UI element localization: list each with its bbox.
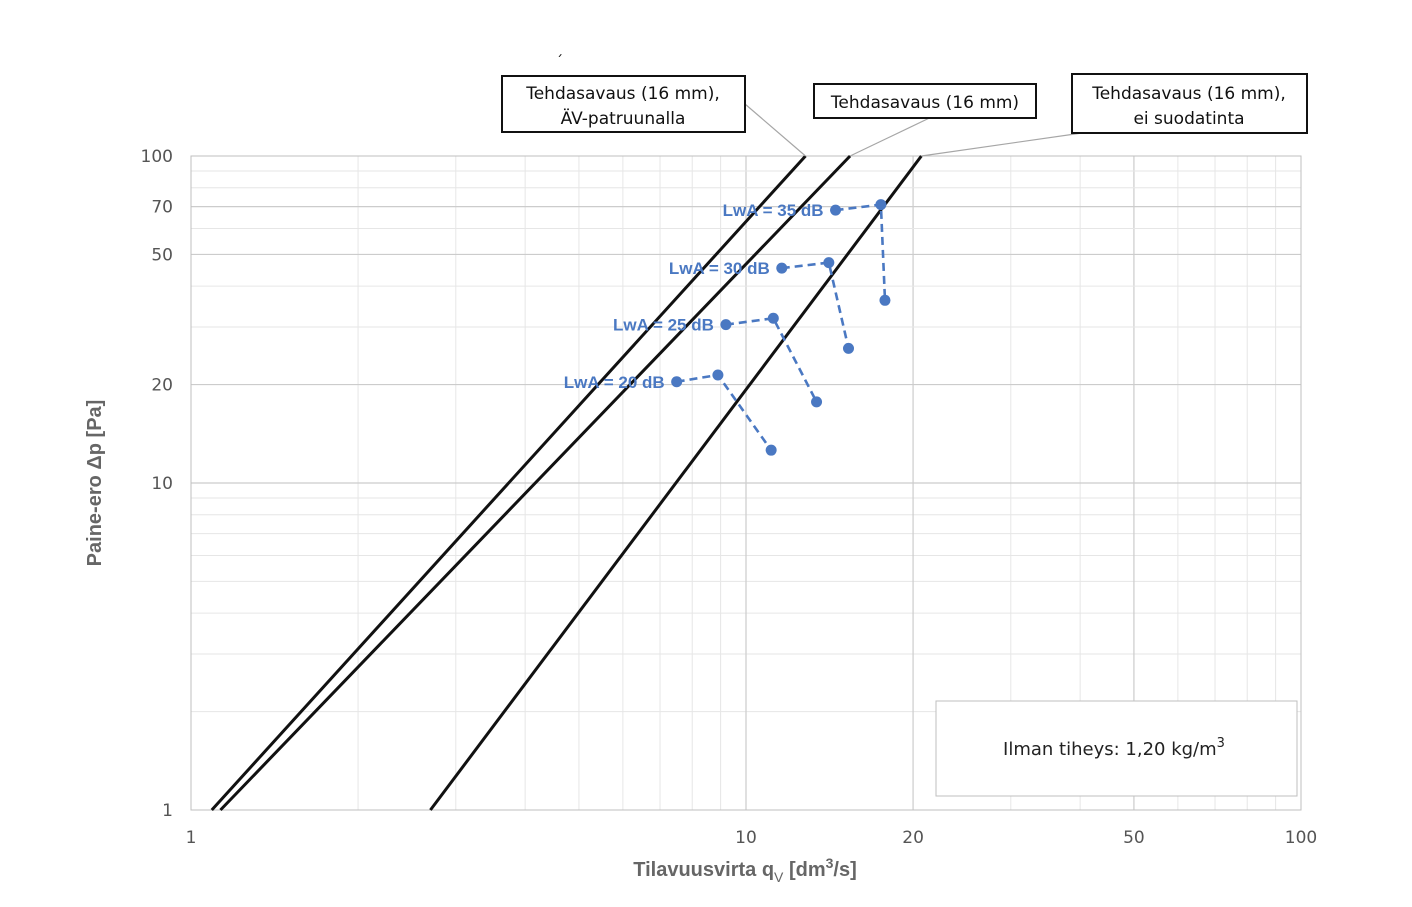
- callout-box: [813, 83, 1037, 119]
- callout-leader: [921, 132, 1083, 157]
- sound-level-point: [671, 376, 683, 388]
- plot-frame: [190, 155, 1302, 811]
- sound-level-point: [823, 257, 835, 269]
- sound-level-point: [843, 342, 855, 354]
- x-tick-label: 50: [1123, 828, 1145, 848]
- x-axis-title: Tilavuusvirta qV [dm3/s]: [633, 855, 857, 885]
- sound-level-line: [725, 316, 818, 403]
- sound-level-label: LwA = 30 dB: [669, 259, 770, 278]
- y-tick-label: 10: [151, 474, 173, 494]
- y-tick-label: 1: [162, 801, 173, 821]
- callout-box: [1071, 73, 1308, 134]
- callout-leader: [849, 117, 930, 157]
- sound-level-point: [875, 199, 887, 211]
- sound-level-point: [712, 369, 724, 381]
- sound-level-label: LwA = 35 dB: [723, 201, 824, 220]
- sound-level-label: LwA = 20 dB: [564, 373, 665, 392]
- y-tick-label: 100: [141, 147, 173, 167]
- axis-ticks: 1 10 20 50 100 1 10 20 50 70 100: [141, 147, 1318, 848]
- pressure-curves: [210, 154, 923, 812]
- stray-mark: ´: [556, 54, 563, 70]
- x-tick-label: 1: [186, 828, 197, 848]
- callout-leader: [744, 103, 806, 157]
- air-density-text: Ilman tiheys: 1,20 kg/m3: [1003, 736, 1225, 760]
- callout-box: [501, 75, 746, 133]
- pressure-curve: [219, 154, 852, 812]
- callout-label: Tehdasavaus (16 mm): [830, 93, 1019, 113]
- curve-callouts: Tehdasavaus (16 mm), ÄV-patruunalla Tehdas…: [501, 73, 1308, 157]
- sound-level-point: [776, 262, 788, 274]
- y-axis-title: Paine-ero Δp [Pa]: [84, 400, 106, 567]
- y-tick-label: 20: [151, 376, 173, 396]
- y-tick-label: 50: [151, 245, 173, 265]
- x-tick-label: 100: [1285, 828, 1317, 848]
- pressure-curve: [210, 154, 807, 812]
- x-tick-label: 10: [735, 828, 757, 848]
- sound-level-point: [720, 319, 732, 331]
- sound-level-point: [765, 444, 777, 456]
- pressure-curve: [429, 155, 923, 811]
- air-density-note-frame: [935, 700, 1298, 797]
- sound-level-point: [879, 294, 891, 306]
- sound-level-point: [767, 312, 779, 324]
- y-tick-label: 70: [151, 198, 173, 218]
- sound-level-point: [830, 204, 842, 216]
- callout-label: ÄV-patruunalla: [561, 108, 686, 129]
- callout-label: ei suodatinta: [1133, 109, 1244, 129]
- callout-label: Tehdasavaus (16 mm),: [1091, 84, 1286, 104]
- sound-level-label: LwA = 25 dB: [613, 316, 714, 335]
- sound-level-line: [676, 373, 773, 451]
- sound-level-line: [781, 261, 850, 349]
- air-density-note: Ilman tiheys: 1,20 kg/m3: [935, 700, 1298, 797]
- sound-level-lines: LwA = 20 dB LwA = 25 dB LwA = 30 dB LwA = 3…: [564, 199, 891, 456]
- x-tick-label: 20: [902, 828, 924, 848]
- sound-level-point: [811, 396, 823, 408]
- callout-label: Tehdasavaus (16 mm),: [525, 84, 720, 104]
